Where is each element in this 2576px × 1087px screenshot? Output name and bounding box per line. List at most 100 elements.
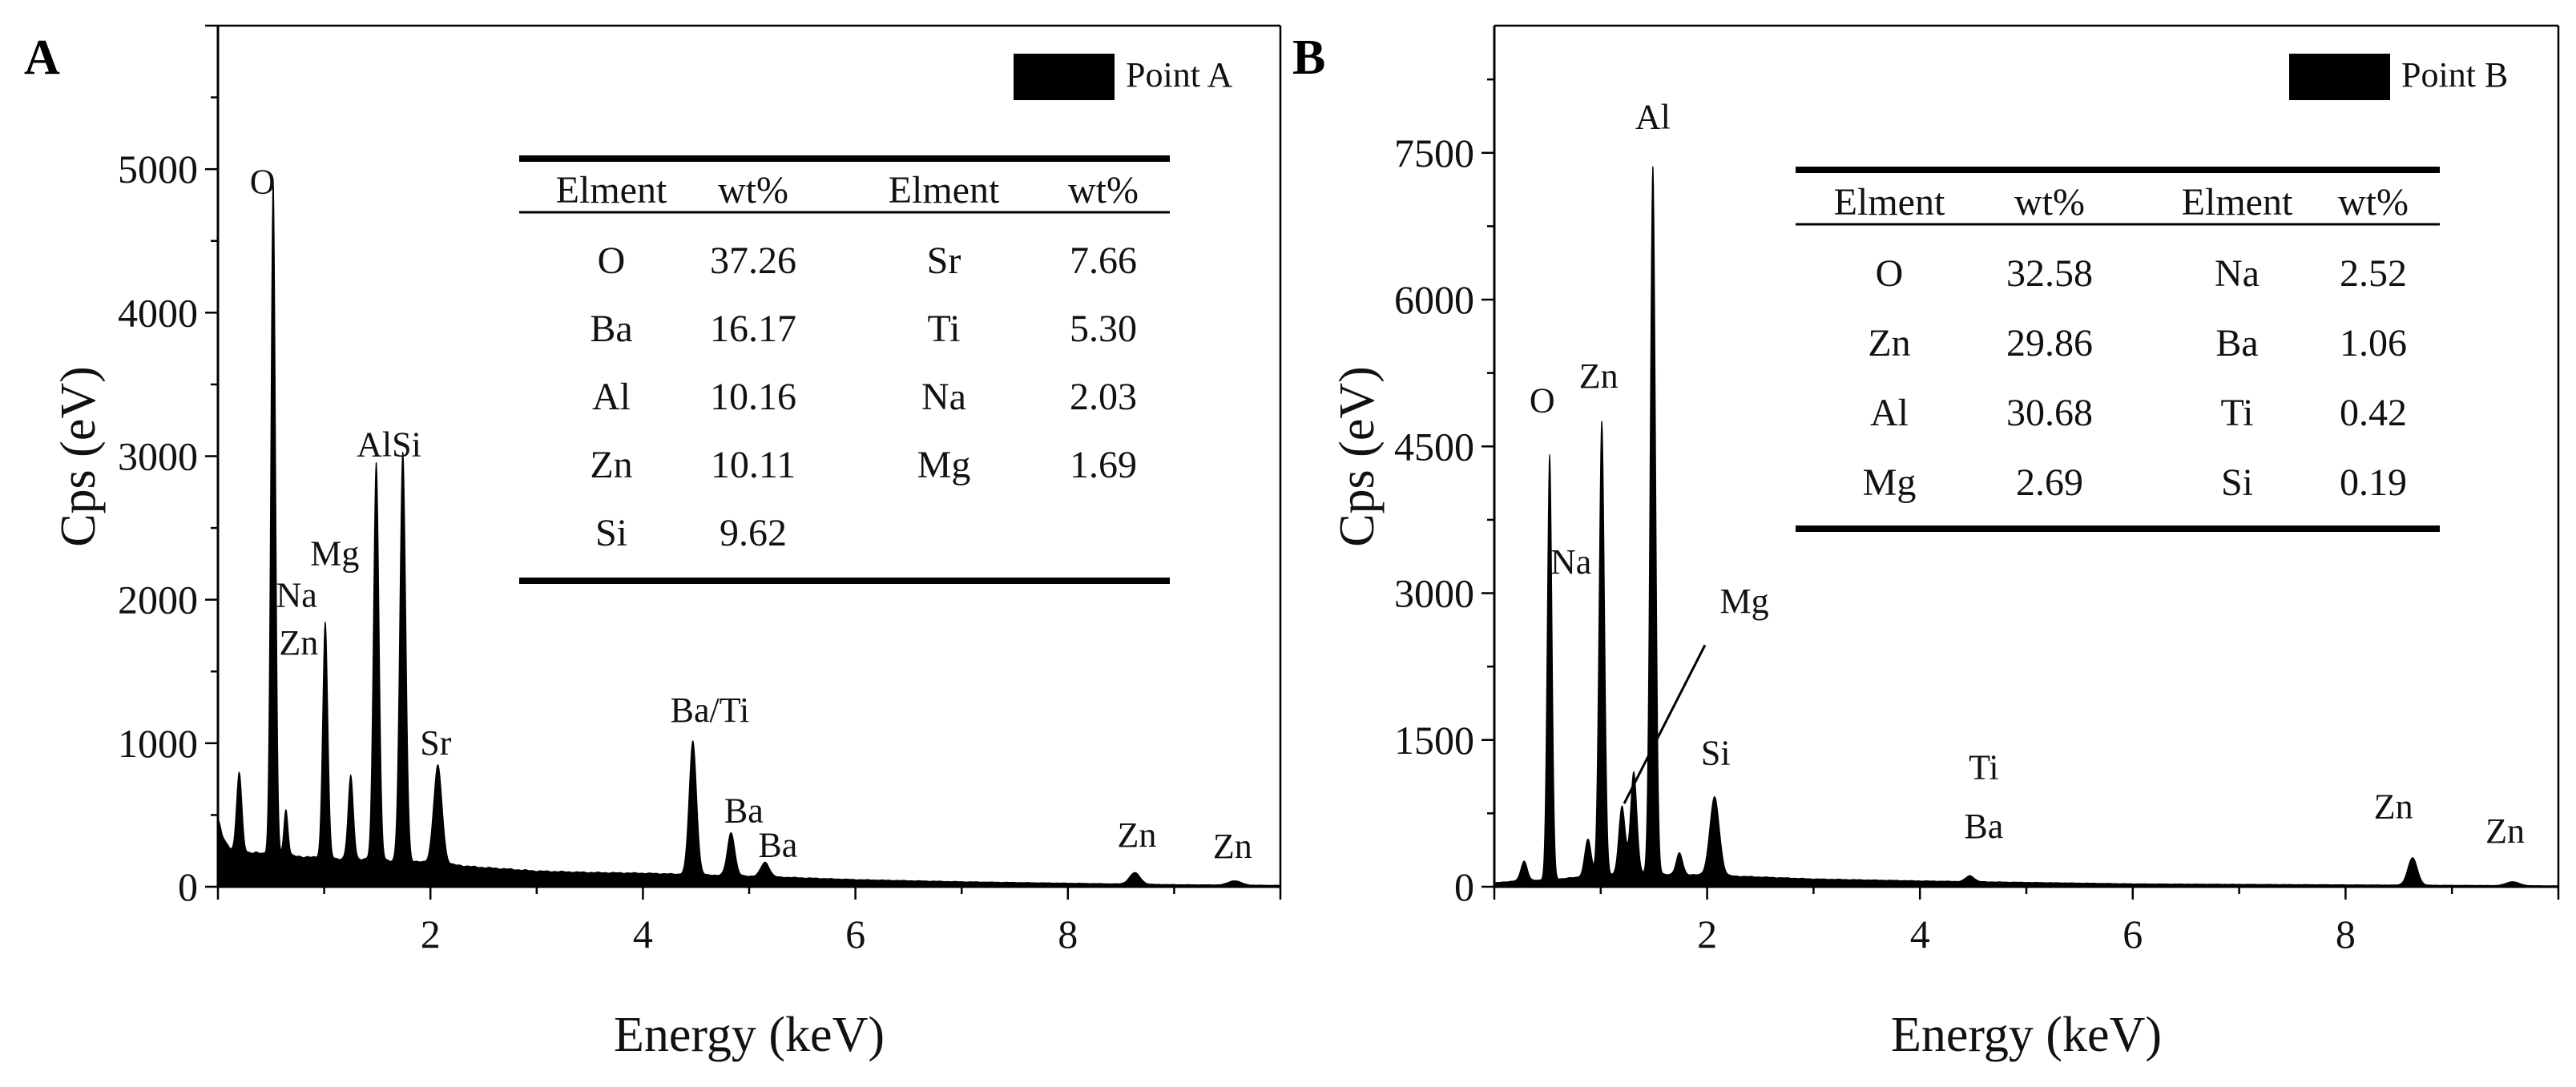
y-tick-label: 7500 (1394, 131, 1474, 175)
peak-label-ti: Ti (1969, 748, 1999, 787)
table-cell: Al (1870, 392, 1909, 434)
table-cell: Al (592, 376, 631, 418)
table-cell: 2.03 (1070, 376, 1137, 418)
y-axis-label: Cps (eV) (51, 366, 106, 547)
table-cell: O (1876, 252, 1904, 295)
table-cell: Ti (928, 308, 961, 350)
peak-label-alsi: AlSi (357, 425, 421, 465)
table-cell: 16.17 (710, 308, 796, 350)
peak-label-mg: Mg (310, 534, 359, 574)
peak-label-o: O (1530, 381, 1555, 421)
x-tick-label: 6 (2122, 912, 2143, 956)
peak-label-zn: Zn (1213, 827, 1252, 866)
peak-label-na: Na (1550, 542, 1591, 582)
x-axis-label: Energy (keV) (614, 1008, 885, 1062)
y-tick-label: 0 (1454, 864, 1474, 909)
peak-label-mg: Mg (1720, 582, 1769, 621)
spectrum-series (1494, 166, 2559, 888)
table-cell: 37.26 (710, 240, 796, 282)
legend-swatch (1014, 54, 1115, 100)
table-cell: 29.86 (2006, 322, 2093, 364)
x-tick-label: 2 (1697, 912, 1717, 956)
y-tick-label: 4500 (1394, 424, 1474, 469)
spectrum-series (217, 179, 1281, 888)
y-tick-label: 1000 (118, 721, 198, 766)
table-header-cell: Elment (889, 169, 1000, 211)
peak-label-ba: Ba (724, 791, 764, 830)
table-cell: Zn (1868, 322, 1910, 364)
table-cell: Ti (2221, 392, 2254, 434)
table-cell: Zn (590, 444, 632, 486)
x-tick-label: 8 (1058, 912, 1078, 956)
table-header-cell: wt% (2338, 181, 2409, 223)
table-cell: 0.42 (2340, 392, 2407, 434)
legend-label: Point A (1126, 55, 1232, 95)
table-cell: 9.62 (720, 512, 787, 554)
y-tick-label: 5000 (118, 147, 198, 191)
composition-table: Elment wt% Elment wt% O 32.58 Na 2.52 Zn 29.86 Ba 1… (1796, 167, 2440, 532)
table-header-cell: Elment (1834, 181, 1945, 223)
y-tick-label: 0 (178, 864, 198, 909)
x-tick-label: 8 (2336, 912, 2356, 956)
y-tick-label: 1500 (1394, 718, 1474, 763)
peak-label-zn: Zn (2374, 787, 2413, 826)
peak-label-zn: Zn (2485, 811, 2525, 851)
peak-label-ba: Ba (758, 825, 797, 864)
panel-letter: B (1292, 30, 1325, 85)
table-cell: Na (921, 376, 966, 418)
table-cell: Ba (590, 308, 632, 350)
peak-label-zn: Zn (1118, 815, 1157, 855)
y-tick-label: 6000 (1394, 277, 1474, 322)
table-cell: Si (595, 512, 627, 554)
table-cell: 10.16 (710, 376, 796, 418)
peak-label-o: O (250, 163, 276, 202)
peak-label-bati: Ba/Ti (671, 690, 750, 730)
table-header-cell: wt% (2014, 181, 2085, 223)
table-cell: 1.69 (1070, 444, 1137, 486)
panel-a: A 2 4 6 8 0 1000 2000 3000 4000 5000 Energy (keV) Cp… (24, 24, 1282, 1062)
y-axis-label: Cps (eV) (1330, 366, 1385, 547)
y-tick-label: 3000 (1394, 571, 1474, 616)
x-tick-label: 2 (421, 912, 441, 956)
table-cell: 7.66 (1070, 240, 1137, 282)
peak-label-al: Al (1635, 97, 1671, 136)
table-cell: Si (2221, 461, 2253, 504)
x-tick-label: 6 (845, 912, 865, 956)
peak-label-zn: Zn (1579, 356, 1619, 396)
x-axis-label: Energy (keV) (1891, 1008, 2162, 1062)
legend-swatch (2289, 54, 2390, 100)
y-tick-label: 4000 (118, 290, 198, 335)
leader-line (1623, 644, 1707, 804)
peak-label-zn: Zn (279, 623, 318, 662)
table-cell: 2.69 (2016, 461, 2083, 504)
table-cell: Mg (917, 444, 971, 486)
table-cell: 30.68 (2006, 392, 2093, 434)
panel-letter: A (24, 30, 60, 85)
x-tick-label: 4 (633, 912, 653, 956)
y-tick-label: 3000 (118, 434, 198, 479)
panel-b: B 2 4 6 8 0 1500 3000 4500 6000 7500 Energy (keV) Cp… (1292, 24, 2560, 1062)
peak-label-na: Na (276, 576, 316, 615)
table-header-cell: wt% (1068, 169, 1139, 211)
x-tick-label: 4 (1910, 912, 1930, 956)
peak-label-si: Si (1701, 733, 1731, 772)
table-cell: 2.52 (2340, 252, 2407, 295)
table-cell: Ba (2215, 322, 2258, 364)
peak-label-ba: Ba (1964, 807, 2003, 846)
peak-label-sr: Sr (420, 723, 451, 763)
table-header-cell: Elment (556, 169, 667, 211)
table-cell: 0.19 (2340, 461, 2407, 504)
table-cell: Mg (1863, 461, 1917, 504)
table-header-cell: wt% (718, 169, 788, 211)
table-cell: Na (2215, 252, 2260, 295)
legend-label: Point B (2401, 55, 2508, 95)
table-cell: 1.06 (2340, 322, 2407, 364)
composition-table: Elment wt% Elment wt% O 37.26 Sr 7.66 Ba 16.17 Ti 5… (519, 155, 1170, 584)
table-cell: 5.30 (1070, 308, 1137, 350)
table-cell: Sr (927, 240, 961, 282)
table-header-cell: Elment (2182, 181, 2293, 223)
table-cell: O (598, 240, 626, 282)
table-cell: 32.58 (2006, 252, 2093, 295)
y-tick-label: 2000 (118, 578, 198, 622)
